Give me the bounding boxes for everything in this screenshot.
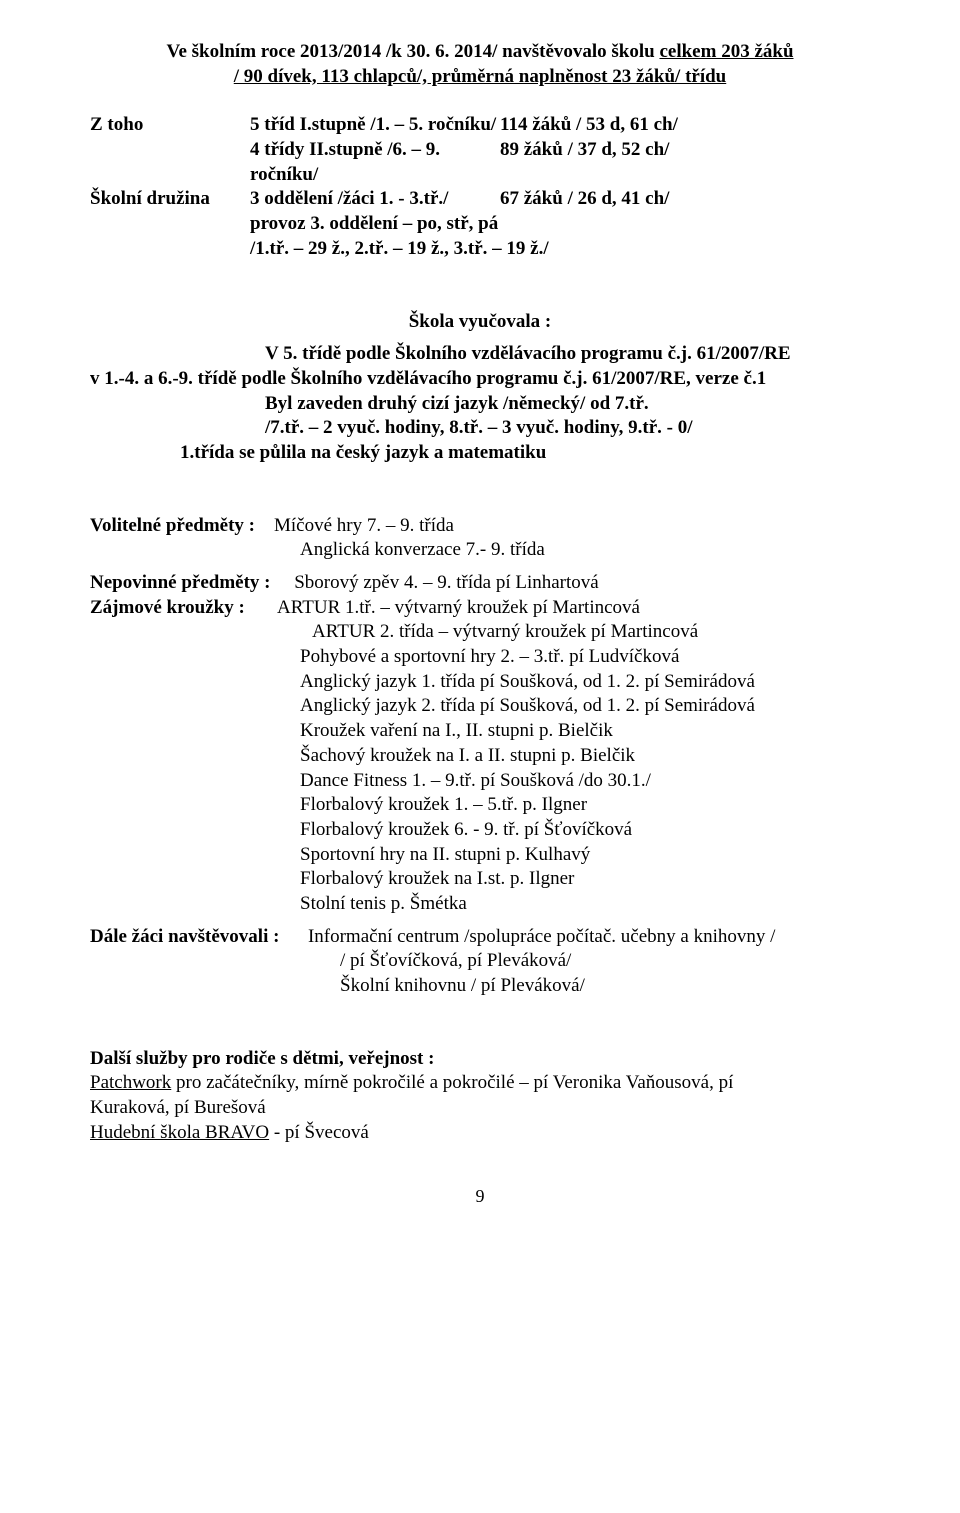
zajmove-item-12: Stolní tenis p. Šmétka xyxy=(90,892,870,917)
ztoho-r2b: 89 žáků / 37 d, 52 ch/ xyxy=(500,138,870,187)
vyucovala-l3: Byl zaveden druhý cizí jazyk /německý/ o… xyxy=(90,392,870,417)
ztoho-r1a: 5 tříd I.stupně /1. – 5. ročníku/ xyxy=(250,113,500,138)
zajmove-row1: Zájmové kroužky : ARTUR 1.tř. – výtvarný… xyxy=(90,596,870,621)
zajmove-item-0: ARTUR 1.tř. – výtvarný kroužek pí Martin… xyxy=(277,597,640,618)
nepovinne-label: Nepovinné předměty : xyxy=(90,572,270,593)
page-number: 9 xyxy=(90,1185,870,1208)
dalsi-l1b: pro začátečníky, mírně pokročilé a pokro… xyxy=(171,1072,733,1093)
dalsi-l3a: Hudební škola BRAVO xyxy=(90,1122,269,1143)
volitelne-v1: Míčové hry 7. – 9. třída xyxy=(274,515,454,536)
zajmove-item-7: Dance Fitness 1. – 9.tř. pí Soušková /do… xyxy=(90,769,870,794)
ztoho-row2: 4 třídy II.stupně /6. – 9. ročníku/ 89 ž… xyxy=(90,138,870,187)
zajmove-label: Zájmové kroužky : xyxy=(90,597,245,618)
druzina-r1b: 67 žáků / 26 d, 41 ch/ xyxy=(500,187,870,212)
zajmove-item-6: Šachový kroužek na I. a II. stupni p. Bi… xyxy=(90,744,870,769)
dalsi-title: Další služby pro rodiče s dětmi, veřejno… xyxy=(90,1047,870,1072)
dalsi-l1a: Patchwork xyxy=(90,1072,171,1093)
header-line1b: celkem 203 žáků xyxy=(659,41,793,62)
volitelne-row1: Volitelné předměty : Míčové hry 7. – 9. … xyxy=(90,514,870,539)
druzina-r2: provoz 3. oddělení – po, stř, pá xyxy=(250,212,498,237)
dale-v2: / pí Šťovíčková, pí Pleváková/ xyxy=(90,949,870,974)
vyucovala-l4: /7.tř. – 2 vyuč. hodiny, 8.tř. – 3 vyuč.… xyxy=(90,416,870,441)
dale-v3: Školní knihovnu / pí Pleváková/ xyxy=(90,974,870,999)
zajmove-item-10: Sportovní hry na II. stupni p. Kulhavý xyxy=(90,843,870,868)
volitelne-label: Volitelné předměty : xyxy=(90,515,255,536)
dalsi-l3b: - pí Švecová xyxy=(269,1122,369,1143)
zajmove-item-11: Florbalový kroužek na I.st. p. Ilgner xyxy=(90,867,870,892)
zajmove-item-9: Florbalový kroužek 6. - 9. tř. pí Šťovíč… xyxy=(90,818,870,843)
dale-row1: Dále žáci navštěvovali : Informační cent… xyxy=(90,925,870,950)
druzina-row1: Školní družina 3 oddělení /žáci 1. - 3.t… xyxy=(90,187,870,212)
vyucovala-l5: 1.třída se půlila na český jazyk a matem… xyxy=(90,441,870,466)
header-line2: / 90 dívek, 113 chlapců/, průměrná napln… xyxy=(90,65,870,90)
zajmove-item-5: Kroužek vaření na I., II. stupni p. Biel… xyxy=(90,719,870,744)
druzina-r3: /1.tř. – 29 ž., 2.tř. – 19 ž., 3.tř. – 1… xyxy=(250,237,549,262)
druzina-label: Školní družina xyxy=(90,187,250,212)
zajmove-item-8: Florbalový kroužek 1. – 5.tř. p. Ilgner xyxy=(90,793,870,818)
volitelne-v2: Anglická konverzace 7.- 9. třída xyxy=(90,538,870,563)
dalsi-l2: Kuraková, pí Burešová xyxy=(90,1096,870,1121)
druzina-r1a: 3 oddělení /žáci 1. - 3.tř./ xyxy=(250,187,500,212)
ztoho-label: Z toho xyxy=(90,113,250,138)
dale-v1: Informační centrum /spolupráce počítač. … xyxy=(308,926,775,947)
zajmove-item-2: Pohybové a sportovní hry 2. – 3.tř. pí L… xyxy=(90,645,870,670)
nepovinne-row: Nepovinné předměty : Sborový zpěv 4. – 9… xyxy=(90,571,870,596)
dale-label: Dále žáci navštěvovali : xyxy=(90,926,279,947)
druzina-row2: provoz 3. oddělení – po, stř, pá xyxy=(90,212,870,237)
vyucovala-l2: v 1.-4. a 6.-9. třídě podle Školního vzd… xyxy=(90,367,870,392)
dalsi-l1: Patchwork pro začátečníky, mírně pokroči… xyxy=(90,1071,870,1096)
header-line1a: Ve školním roce 2013/2014 /k 30. 6. 2014… xyxy=(166,41,659,62)
vyucovala-title: Škola vyučovala : xyxy=(90,310,870,335)
dalsi-l3: Hudební škola BRAVO - pí Švecová xyxy=(90,1121,870,1146)
zajmove-item-3: Anglický jazyk 1. třída pí Soušková, od … xyxy=(90,670,870,695)
zajmove-item-1: ARTUR 2. třída – výtvarný kroužek pí Mar… xyxy=(90,620,870,645)
ztoho-r2a: 4 třídy II.stupně /6. – 9. ročníku/ xyxy=(250,138,500,187)
nepovinne-v1: Sborový zpěv 4. – 9. třída pí Linhartová xyxy=(294,572,598,593)
vyucovala-l1: V 5. třídě podle Školního vzdělávacího p… xyxy=(90,342,870,367)
ztoho-row1: Z toho 5 tříd I.stupně /1. – 5. ročníku/… xyxy=(90,113,870,138)
druzina-row3: /1.tř. – 29 ž., 2.tř. – 19 ž., 3.tř. – 1… xyxy=(90,237,870,262)
ztoho-r1b: 114 žáků / 53 d, 61 ch/ xyxy=(500,113,870,138)
zajmove-item-4: Anglický jazyk 2. třída pí Soušková, od … xyxy=(90,694,870,719)
header-line1: Ve školním roce 2013/2014 /k 30. 6. 2014… xyxy=(90,40,870,65)
